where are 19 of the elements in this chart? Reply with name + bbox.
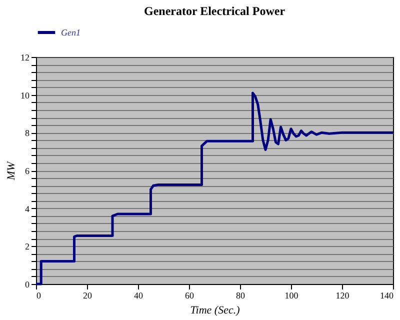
- x-tick-label: 0: [36, 290, 42, 300]
- y-tick-label: 12: [20, 52, 30, 62]
- x-tick-label: 100: [284, 290, 299, 300]
- x-axis-title: Time (Sec.): [190, 304, 240, 316]
- y-tick-label: 4: [25, 204, 30, 214]
- y-tick-label: 8: [25, 128, 30, 138]
- x-tick-label: 80: [236, 290, 246, 300]
- y-axis-title: MW: [6, 161, 18, 182]
- y-tick-label: 6: [25, 166, 30, 176]
- legend-label: Gen1: [61, 28, 80, 38]
- x-tick-label: 20: [83, 290, 92, 300]
- y-tick-label: 2: [25, 242, 30, 252]
- y-tick-label: 0: [25, 280, 30, 290]
- y-tick-label: 10: [20, 90, 30, 100]
- x-tick-label: 120: [336, 290, 350, 300]
- chart-title: Generator Electrical Power: [144, 4, 286, 18]
- x-tick-label: 60: [185, 290, 194, 300]
- x-tick-label: 140: [380, 290, 394, 300]
- x-tick-label: 40: [134, 290, 144, 300]
